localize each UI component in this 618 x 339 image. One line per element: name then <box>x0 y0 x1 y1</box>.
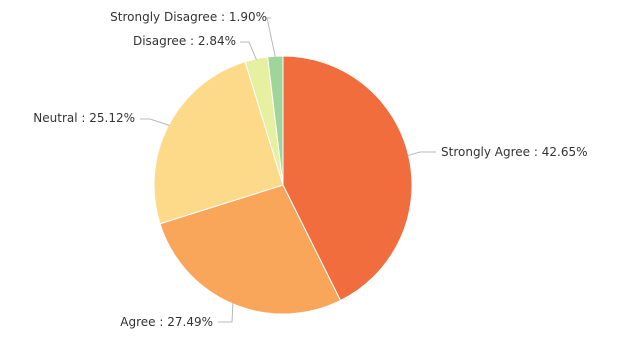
leader-line-strongly-agree <box>407 151 436 157</box>
leader-lines <box>140 17 436 323</box>
leader-line-strongly-disagree <box>266 17 276 58</box>
leader-line-agree <box>218 302 234 323</box>
leader-line-disagree <box>240 41 257 60</box>
pie-slices <box>153 55 413 315</box>
slice-label-disagree: Disagree : 2.84% <box>133 34 236 48</box>
slice-label-neutral: Neutral : 25.12% <box>33 111 135 125</box>
leader-line-neutral <box>140 118 170 126</box>
slice-label-agree: Agree : 27.49% <box>120 315 213 329</box>
slice-label-strongly-disagree: Strongly Disagree : 1.90% <box>110 10 267 24</box>
slice-label-strongly-agree: Strongly Agree : 42.65% <box>441 145 588 159</box>
slice-labels: Strongly Agree : 42.65% Agree : 27.49% Neu… <box>33 10 587 329</box>
